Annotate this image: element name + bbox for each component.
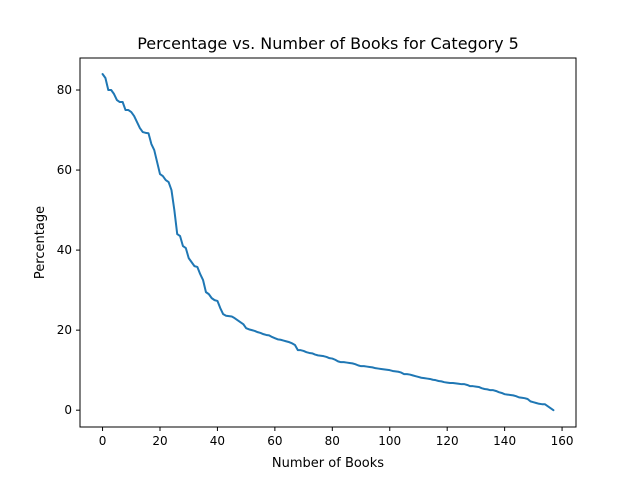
plot-area: 0 20 40 60 80 100 120 140 160 0 20 40 60 80 — [57, 57, 577, 448]
y-axis-ticks: 0 20 40 60 80 — [57, 83, 80, 417]
x-axis-label: Number of Books — [272, 456, 384, 471]
y-tick-label: 80 — [57, 83, 72, 97]
x-tick-label: 80 — [325, 434, 340, 448]
chart-title: Percentage vs. Number of Books for Categ… — [137, 34, 519, 53]
x-tick-label: 120 — [436, 434, 459, 448]
series-line — [101, 73, 555, 412]
x-axis-ticks: 0 20 40 60 80 100 120 140 160 — [99, 427, 574, 448]
y-tick-label: 0 — [64, 403, 72, 417]
x-tick-label: 20 — [152, 434, 167, 448]
y-tick-label: 60 — [57, 163, 72, 177]
x-tick-label: 40 — [210, 434, 225, 448]
x-tick-label: 0 — [99, 434, 107, 448]
x-tick-label: 160 — [551, 434, 574, 448]
y-tick-label: 40 — [57, 243, 72, 257]
x-tick-label: 140 — [493, 434, 516, 448]
y-tick-label: 20 — [57, 323, 72, 337]
series-layer — [101, 73, 555, 412]
plot-frame — [79, 57, 577, 428]
x-tick-label: 60 — [267, 434, 282, 448]
x-tick-label: 100 — [378, 434, 401, 448]
y-axis-label: Percentage — [33, 206, 48, 279]
